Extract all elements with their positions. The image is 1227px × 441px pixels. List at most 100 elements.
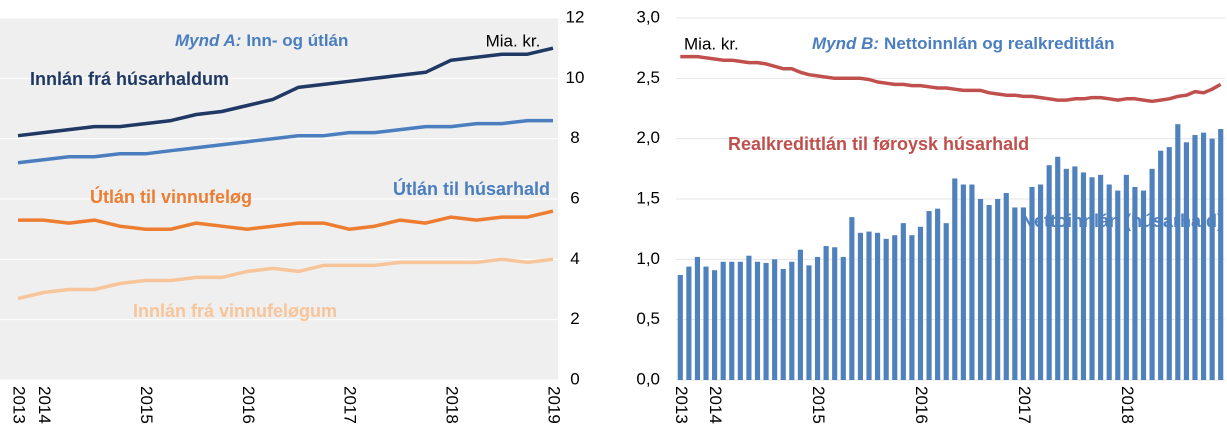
bar xyxy=(943,223,949,380)
bar xyxy=(1175,124,1181,380)
x-tick-label: 2014 xyxy=(706,386,725,424)
bar xyxy=(1123,174,1129,380)
bar xyxy=(1106,184,1112,380)
bar xyxy=(712,270,718,380)
y-tick-label: 0 xyxy=(570,369,579,388)
bar xyxy=(806,265,812,380)
bar xyxy=(1132,186,1138,380)
bar xyxy=(729,261,735,380)
bar xyxy=(926,211,932,380)
bar xyxy=(686,266,692,380)
x-tick-label: 2019 xyxy=(545,386,564,424)
bar xyxy=(1218,129,1224,380)
line xyxy=(680,54,1222,104)
series-label: Innlán frá húsarhaldum xyxy=(30,69,229,89)
bar xyxy=(720,261,726,380)
bar xyxy=(703,266,709,380)
bar xyxy=(1046,165,1052,380)
bar xyxy=(917,226,924,380)
y-tick-label: 4 xyxy=(570,249,579,268)
x-tick-label: 2013 xyxy=(672,386,691,424)
title-text: Nettoinnlán og realkredittlán xyxy=(884,34,1114,53)
bar xyxy=(1209,138,1215,380)
bar xyxy=(1089,177,1095,380)
bar xyxy=(892,235,898,380)
bar xyxy=(797,249,803,380)
title-prefix: Mynd A: xyxy=(175,31,241,50)
bar xyxy=(677,275,683,380)
x-tick-label: 2014 xyxy=(35,386,54,424)
bar xyxy=(789,261,795,380)
y-tick-label: 0,5 xyxy=(636,309,660,328)
bar xyxy=(1055,156,1061,380)
x-tick-label: 2015 xyxy=(809,386,828,424)
bar xyxy=(1029,186,1035,380)
bar xyxy=(1166,147,1172,380)
bar xyxy=(883,238,889,380)
bar xyxy=(986,205,992,380)
bar xyxy=(1158,150,1164,380)
bar xyxy=(1115,190,1121,380)
x-tick-label: 2016 xyxy=(912,386,931,424)
bar xyxy=(840,256,846,380)
line xyxy=(18,209,554,231)
bar xyxy=(977,199,984,380)
x-tick-label: 2015 xyxy=(137,386,156,424)
bar xyxy=(875,232,881,380)
unit-label: Mia. kr. xyxy=(486,31,541,50)
x-tick-label: 2018 xyxy=(443,386,462,424)
bar xyxy=(1192,135,1198,380)
bar xyxy=(909,235,915,380)
y-tick-label: 10 xyxy=(566,68,585,87)
bar xyxy=(849,217,855,380)
bar xyxy=(763,262,769,380)
x-tick-label: 2018 xyxy=(1118,386,1137,424)
bar xyxy=(866,231,872,380)
x-tick-label: 2016 xyxy=(239,386,258,424)
bar xyxy=(1183,142,1189,380)
bar xyxy=(995,199,1001,380)
bar xyxy=(737,261,743,380)
line xyxy=(17,46,554,138)
x-tick-label: 2017 xyxy=(341,386,360,424)
x-tick-label: 2013 xyxy=(10,386,29,424)
chart-title: Mynd B: Nettoinnlán og realkredittlán xyxy=(812,34,1115,53)
series-label: Útlán til húsarhald xyxy=(393,178,550,199)
bar xyxy=(754,261,761,380)
bar xyxy=(1037,184,1044,380)
series-label: Nettoinnlán (húsarhald) xyxy=(1021,211,1223,231)
bar xyxy=(694,256,701,380)
bar xyxy=(772,259,778,380)
title-text: Inn- og útlán xyxy=(246,31,348,50)
bar xyxy=(1003,192,1009,380)
bar xyxy=(1080,172,1087,380)
bar xyxy=(746,255,752,380)
bar xyxy=(969,184,975,380)
bar xyxy=(857,232,864,380)
line xyxy=(17,257,554,301)
y-tick-label: 1,0 xyxy=(636,249,660,268)
bar xyxy=(1140,190,1147,380)
x-tick-label: 2017 xyxy=(1015,386,1034,424)
bar xyxy=(1020,207,1026,380)
y-tick-label: 1,5 xyxy=(636,188,660,207)
series-label: Realkredittlán til føroysk húsarhald xyxy=(728,134,1029,154)
bar xyxy=(900,223,906,380)
bar xyxy=(960,184,966,380)
bar xyxy=(814,256,821,380)
bar xyxy=(1098,174,1104,380)
bar xyxy=(1149,168,1155,380)
bar xyxy=(935,208,941,380)
y-tick-label: 8 xyxy=(570,128,579,147)
series-label: Útlán til vinnufeløg xyxy=(90,186,252,207)
bar xyxy=(1012,207,1018,380)
y-tick-label: 3,0 xyxy=(636,7,660,26)
bar xyxy=(1072,166,1078,380)
bar xyxy=(823,246,829,380)
bar xyxy=(832,247,838,380)
bar xyxy=(780,268,786,380)
line xyxy=(17,118,553,165)
series-label: Innlán frá vinnufeløgum xyxy=(133,301,337,321)
bar xyxy=(952,178,958,380)
